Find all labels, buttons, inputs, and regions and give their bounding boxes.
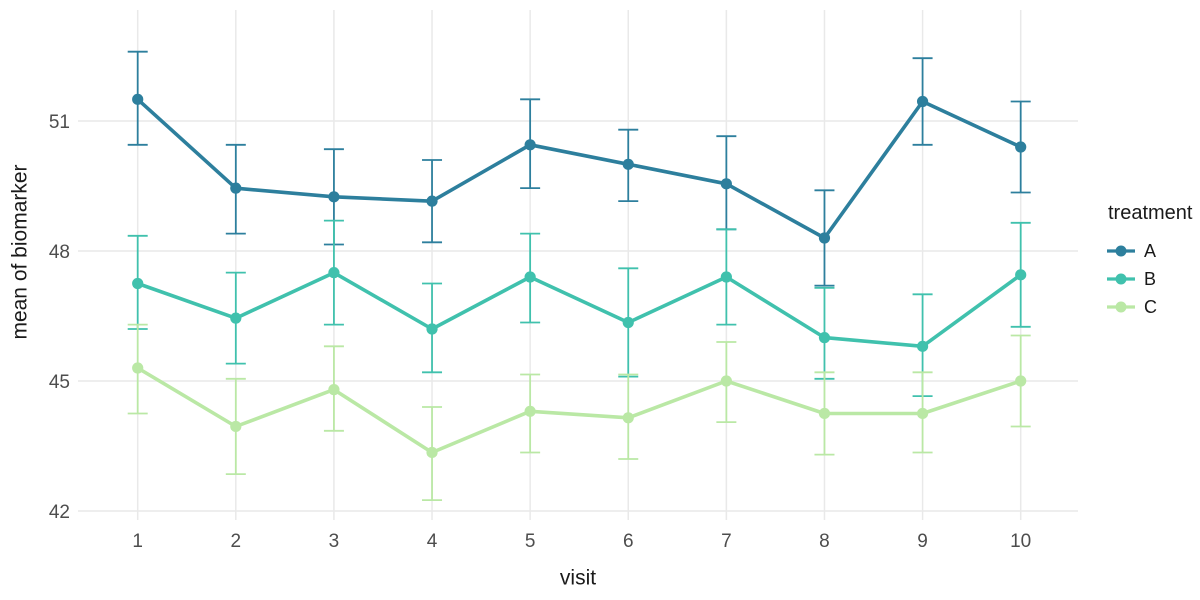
data-point (328, 267, 340, 279)
data-point (230, 182, 242, 194)
x-tick-label: 9 (917, 531, 928, 552)
data-point (524, 139, 536, 151)
x-tick-label: 10 (1010, 531, 1031, 552)
data-point (818, 407, 831, 420)
series-line (135, 270, 1023, 349)
x-axis-title: visit (559, 566, 597, 590)
data-point (622, 158, 634, 170)
legend-title: treatment (1108, 202, 1193, 224)
series-a (127, 50, 1031, 287)
data-point (426, 446, 438, 459)
data-point (720, 271, 732, 283)
legend-item-b: B (1106, 265, 1192, 293)
data-point (230, 420, 242, 433)
grid (78, 10, 1078, 520)
legend-label: B (1144, 269, 1157, 289)
x-tick-label: 1 (132, 531, 143, 552)
data-point (132, 93, 144, 105)
data-point (916, 95, 929, 108)
data-point (1015, 141, 1027, 153)
y-tick-label: 51 (49, 112, 70, 133)
data-point (524, 271, 536, 283)
data-point (524, 405, 536, 417)
series-line (135, 366, 1023, 455)
legend-item-c: C (1106, 293, 1192, 321)
x-tick-label: 7 (721, 531, 732, 552)
series-line (135, 97, 1023, 240)
legend-key-icon (1107, 273, 1135, 285)
x-tick-label: 2 (231, 531, 242, 552)
data-point (818, 332, 831, 344)
legend-key-icon (1107, 245, 1135, 257)
error-bars (127, 219, 1031, 398)
x-tick-labels: 1 2 3 4 5 6 7 8 9 10 (132, 531, 1031, 552)
legend-item-a: A (1106, 237, 1192, 265)
legend-label: A (1144, 241, 1157, 261)
data-point (1015, 375, 1027, 387)
x-tick-label: 3 (329, 531, 340, 552)
data-point (916, 340, 929, 352)
data-point (230, 312, 242, 324)
data-point (720, 375, 732, 387)
data-point (916, 407, 929, 420)
data-point (720, 178, 732, 190)
data-point (426, 323, 438, 335)
x-tick-label: 4 (427, 531, 438, 552)
series-b (127, 219, 1031, 398)
data-point (328, 191, 340, 203)
y-tick-labels: 42 45 48 51 (49, 112, 70, 523)
data-point (132, 277, 144, 290)
data-point (622, 316, 634, 329)
data-point (622, 412, 634, 424)
x-tick-label: 8 (819, 531, 830, 552)
series-c (127, 323, 1031, 502)
data-point (818, 232, 831, 244)
data-point (328, 384, 340, 396)
y-tick-label: 48 (49, 242, 70, 263)
legend-key-icon (1107, 301, 1135, 313)
data-point (132, 362, 144, 374)
x-tick-label: 5 (525, 531, 536, 552)
x-tick-label: 6 (623, 531, 634, 552)
data-point (1015, 269, 1027, 281)
y-tick-label: 45 (49, 372, 70, 393)
data-point (426, 195, 438, 207)
legend: treatment A B C (1106, 203, 1192, 321)
legend-label: C (1144, 297, 1157, 317)
y-tick-label: 42 (49, 502, 70, 523)
y-axis-title: mean of biomarker (8, 164, 32, 340)
